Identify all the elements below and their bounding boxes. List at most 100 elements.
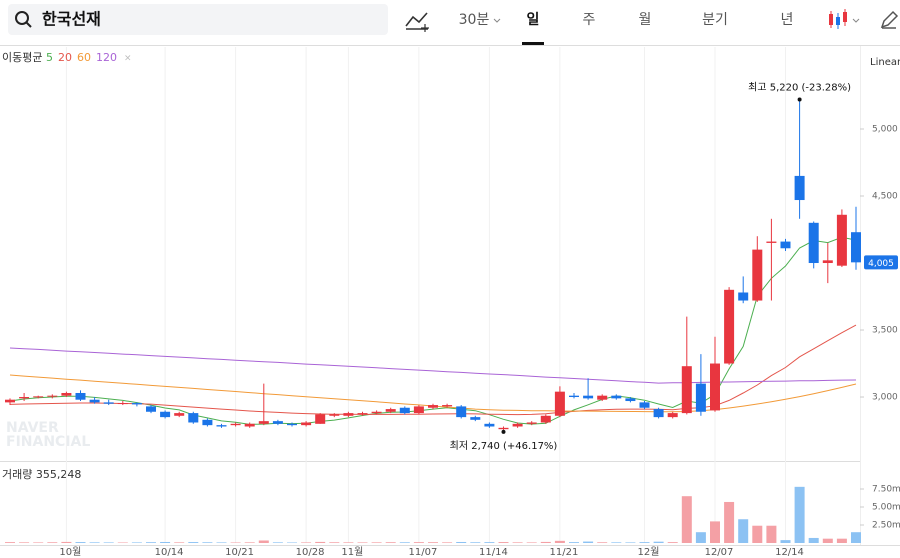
volume-bar bbox=[484, 542, 495, 543]
volume-bar bbox=[343, 542, 354, 543]
search-icon-handle bbox=[25, 21, 32, 28]
candle-body bbox=[329, 414, 340, 416]
dropdown-caret bbox=[493, 18, 501, 23]
x-tick-label: 11/07 bbox=[408, 547, 437, 558]
legend-entry: 60 bbox=[77, 51, 91, 64]
volume-bar bbox=[851, 532, 861, 543]
candle-body bbox=[540, 415, 551, 423]
candle-body bbox=[681, 366, 692, 414]
candle-body bbox=[851, 232, 861, 263]
volume-label: 거래량 355,248 bbox=[2, 468, 81, 481]
candle-body bbox=[272, 421, 283, 424]
legend-entry: 5 bbox=[46, 51, 53, 64]
y-tick-label: 3,000 bbox=[872, 393, 898, 403]
candle-body bbox=[5, 399, 15, 403]
period-tab[interactable]: 년 bbox=[781, 12, 794, 28]
candle-body bbox=[399, 407, 410, 414]
volume-bar bbox=[89, 542, 100, 543]
volume-bar bbox=[399, 542, 410, 543]
period-tab[interactable]: 분기 bbox=[702, 12, 728, 28]
search-box[interactable] bbox=[8, 4, 388, 35]
volume-bar bbox=[639, 542, 650, 543]
legend-entry: 20 bbox=[58, 51, 72, 64]
candle-body bbox=[667, 413, 678, 418]
search-text[interactable]: 한국선재 bbox=[42, 10, 101, 29]
period-tab[interactable]: 일 bbox=[527, 12, 540, 28]
candle-body bbox=[752, 249, 763, 301]
volume-bar bbox=[202, 542, 213, 543]
volume-bar bbox=[174, 542, 185, 543]
candle-body bbox=[724, 289, 735, 364]
volume-bar bbox=[611, 542, 622, 543]
candle-body bbox=[188, 413, 199, 423]
candle-body bbox=[89, 399, 100, 403]
scale-label[interactable]: Linear bbox=[870, 57, 900, 68]
volume-bar bbox=[19, 542, 30, 543]
legend-title: 이동평균 bbox=[2, 51, 42, 64]
volume-bar bbox=[188, 542, 199, 543]
x-tick-label: 12/14 bbox=[775, 547, 804, 558]
y-tick-label: 5,000 bbox=[872, 125, 898, 135]
candle-body bbox=[625, 398, 636, 402]
candle-body bbox=[371, 411, 382, 414]
candle-body bbox=[413, 406, 424, 414]
x-tick-label: 11월 bbox=[341, 546, 363, 558]
x-tick-label: 11/21 bbox=[549, 547, 578, 558]
candle-body bbox=[583, 395, 594, 399]
candle-body bbox=[512, 423, 523, 427]
volume-bar bbox=[131, 542, 142, 543]
candle-body bbox=[47, 395, 58, 397]
candle-body bbox=[258, 421, 269, 424]
y-tick-label: 3,500 bbox=[872, 326, 898, 336]
y-tick-label: 4,500 bbox=[872, 192, 898, 202]
volume-bar bbox=[653, 541, 664, 543]
volume-bar bbox=[681, 496, 692, 543]
x-tick-label: 12/07 bbox=[705, 547, 734, 558]
candle-body bbox=[117, 403, 128, 405]
indicator-icon[interactable] bbox=[405, 12, 429, 32]
volume-bar bbox=[597, 542, 608, 543]
volume-bar bbox=[216, 542, 227, 543]
candle-body bbox=[695, 383, 706, 412]
x-tick-label: 12월 bbox=[638, 546, 660, 558]
period-tab[interactable]: 월 bbox=[639, 12, 652, 28]
volume-bar bbox=[103, 542, 114, 543]
volume-bar bbox=[385, 542, 396, 543]
legend-close[interactable]: × bbox=[124, 54, 132, 64]
volume-bar bbox=[357, 542, 368, 543]
candle-body bbox=[174, 413, 185, 416]
candle-body bbox=[554, 391, 565, 416]
volume-bar bbox=[625, 542, 636, 543]
volume-bar bbox=[456, 541, 467, 543]
last-price-label: 4,005 bbox=[868, 259, 894, 269]
x-tick-label: 10월 bbox=[59, 546, 81, 558]
x-tick-label: 10/28 bbox=[296, 547, 325, 558]
draw-icon[interactable] bbox=[880, 10, 899, 29]
candle-body bbox=[216, 425, 227, 427]
candle-body bbox=[569, 395, 579, 398]
candle-body bbox=[357, 413, 368, 415]
candle-body bbox=[385, 409, 396, 412]
candle-body bbox=[653, 409, 664, 418]
period-tab[interactable]: 30분 bbox=[459, 12, 490, 28]
volume-bar bbox=[258, 540, 269, 543]
volume-bar bbox=[61, 541, 72, 543]
legend-entry: 120 bbox=[96, 51, 117, 64]
high-marker bbox=[797, 97, 802, 102]
candle-body bbox=[103, 402, 114, 404]
volume-bar bbox=[160, 541, 171, 543]
volume-bar bbox=[5, 542, 15, 543]
volume-bar bbox=[540, 541, 551, 543]
volume-bar bbox=[836, 538, 847, 543]
volume-bar bbox=[808, 537, 819, 543]
candle-body bbox=[470, 417, 481, 420]
volume-y-tick-label: 7.50m bbox=[872, 485, 900, 495]
candle-body bbox=[230, 423, 241, 426]
volume-bar bbox=[794, 486, 805, 543]
volume-bar bbox=[301, 542, 312, 543]
volume-y-tick-label: 5.00m bbox=[872, 503, 900, 513]
period-tab[interactable]: 주 bbox=[583, 12, 596, 28]
last-price-tag bbox=[864, 255, 898, 270]
candle-type-icon[interactable] bbox=[829, 9, 860, 29]
